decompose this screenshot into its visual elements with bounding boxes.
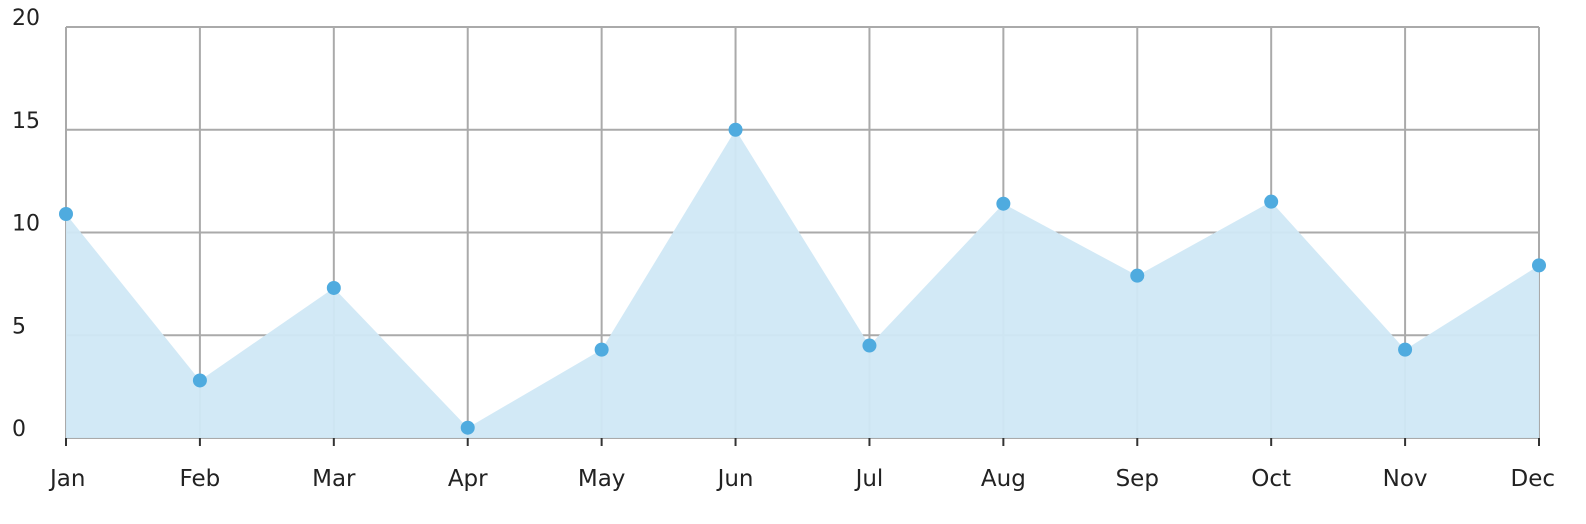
- y-tick-label-0: 0: [12, 417, 26, 442]
- y-axis: 0 5 10 15 20: [12, 6, 40, 442]
- x-tick-label-feb: Feb: [180, 466, 221, 492]
- x-tick-label-may: May: [578, 466, 626, 492]
- area-series-series-1: [66, 129, 1539, 438]
- data-point-jul[interactable]: [862, 338, 877, 353]
- y-tick-label-5: 5: [12, 314, 26, 339]
- marker-layer: [59, 122, 1546, 435]
- x-tick-label-sep: Sep: [1116, 466, 1159, 492]
- data-point-aug[interactable]: [996, 196, 1011, 211]
- x-tick-label-mar: Mar: [312, 466, 356, 492]
- data-point-jun[interactable]: [728, 122, 743, 137]
- x-axis: Jan Feb Mar Apr May Jun Jul Aug Sep Oct Nov Dec: [48, 438, 1555, 492]
- data-point-mar[interactable]: [326, 280, 341, 295]
- data-point-nov[interactable]: [1398, 342, 1413, 357]
- x-tick-label-jan: Jan: [48, 466, 85, 492]
- x-tick-label-jul: Jul: [854, 466, 884, 492]
- data-point-sep[interactable]: [1130, 268, 1145, 283]
- data-point-apr[interactable]: [460, 420, 475, 435]
- y-tick-label-10: 10: [12, 212, 40, 237]
- x-tick-label-oct: Oct: [1251, 466, 1291, 492]
- y-tick-label-20: 20: [12, 6, 40, 31]
- x-tick-label-jun: Jun: [716, 466, 754, 492]
- y-tick-label-15: 15: [12, 109, 40, 134]
- x-tick-label-aug: Aug: [981, 466, 1026, 492]
- data-point-jan[interactable]: [59, 207, 73, 222]
- area-layer: [66, 129, 1539, 438]
- data-point-feb[interactable]: [192, 373, 207, 388]
- data-point-may[interactable]: [594, 342, 609, 357]
- x-tick-label-apr: Apr: [448, 466, 488, 492]
- data-point-dec[interactable]: [1532, 258, 1546, 273]
- x-tick-label-dec: Dec: [1510, 466, 1555, 492]
- data-point-oct[interactable]: [1264, 194, 1279, 209]
- x-tick-label-nov: Nov: [1383, 466, 1428, 492]
